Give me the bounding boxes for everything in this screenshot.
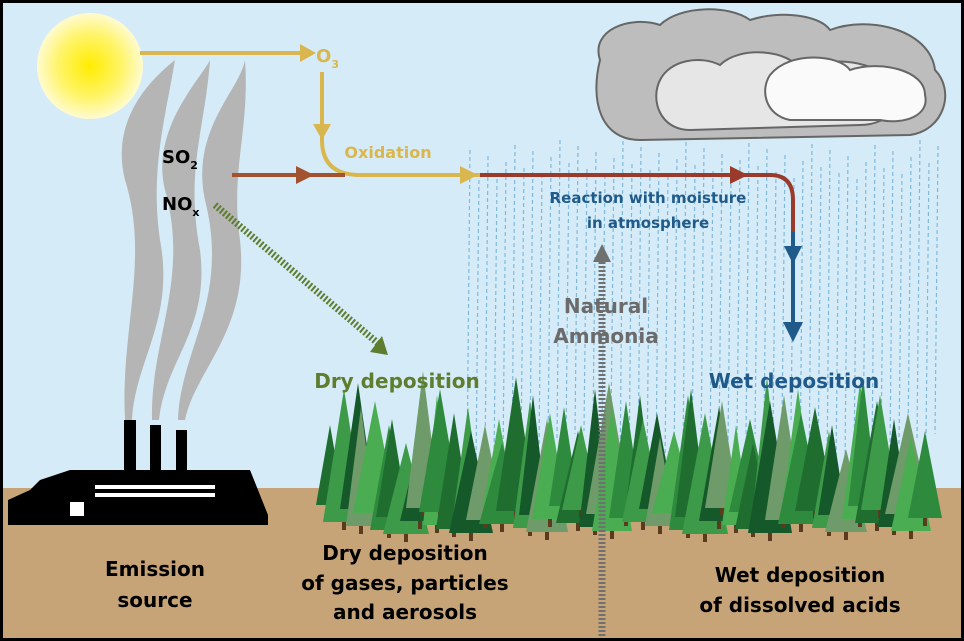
so2-label: SO2 (162, 147, 198, 172)
rain-drop (925, 162, 930, 438)
tree-trunk (717, 521, 721, 529)
rain-drop (637, 146, 642, 474)
tree-trunk (768, 533, 772, 541)
rain-drop (619, 140, 624, 480)
rain-drop (484, 155, 489, 465)
dry-deposition-label: Dry deposition (314, 369, 480, 393)
reaction-label: in atmosphere (587, 214, 709, 232)
dry-bottom-label: Dry deposition (322, 541, 488, 565)
wet-bottom-label: Wet deposition (715, 563, 886, 587)
wet-bottom-label: of dissolved acids (699, 593, 900, 617)
rain-drop (898, 173, 903, 447)
rain-drop (781, 154, 786, 426)
rain-drop (826, 149, 831, 471)
rain-drop (502, 161, 507, 459)
factory-windows (70, 485, 215, 516)
rain-drop (736, 159, 741, 441)
arrows (140, 51, 795, 640)
tree-trunk (500, 524, 504, 532)
rain-drop (655, 152, 660, 468)
dry-bottom-label: of gases, particles (301, 571, 508, 595)
so2-label-sub: 2 (190, 159, 198, 172)
so2-label-base: SO (162, 147, 190, 168)
tree-trunk (404, 534, 408, 542)
ammonia-label: Natural (564, 294, 648, 318)
rain-drop (529, 150, 534, 450)
tree-trunk (909, 531, 913, 539)
rain-drop (889, 150, 894, 450)
rain-drop (700, 147, 705, 453)
plumes (121, 60, 246, 420)
emission-label: Emission (105, 557, 205, 581)
o3-label-base: O (316, 46, 331, 67)
emission-label: source (117, 588, 192, 612)
arrow-heads (296, 44, 803, 355)
rain-drop (646, 169, 651, 471)
rain-drop (754, 165, 759, 435)
dry-bottom-label: and aerosols (333, 600, 477, 624)
rain-drop (835, 172, 840, 468)
tree-trunk (418, 521, 422, 529)
tree-trunk (576, 523, 580, 531)
rain-drop (709, 170, 714, 450)
rain-drop (475, 172, 480, 468)
rain-drop (772, 171, 777, 429)
nox-label-base: NO (162, 194, 192, 215)
rain-drop (547, 156, 552, 444)
tree (908, 431, 942, 518)
rain-drop (880, 167, 885, 453)
reaction-label: Reaction with moisture (550, 189, 747, 207)
forest (316, 371, 942, 542)
tree-trunk (799, 524, 803, 532)
rain-drop (574, 145, 579, 435)
wet-deposition-label: Wet deposition (709, 369, 880, 393)
oxidation-label: Oxidation (344, 143, 431, 162)
tree-trunk (342, 522, 346, 530)
rain-drop (520, 167, 525, 453)
sun (37, 13, 143, 119)
tree-trunk (610, 531, 614, 539)
o3-label: O3 (316, 46, 339, 71)
nox-label: NOx (162, 194, 199, 219)
o3-label-sub: 3 (331, 58, 339, 71)
tree-trunk (703, 534, 707, 542)
rain-drop (538, 173, 543, 447)
rain-drop (727, 176, 732, 444)
rain-drop (628, 163, 633, 477)
rain-drop (583, 168, 588, 432)
rain-drop (610, 157, 615, 423)
rain-drop (907, 156, 912, 444)
tree-trunk (658, 526, 662, 534)
tree-trunk (545, 532, 549, 540)
rain-drop (763, 148, 768, 432)
tree-trunk (359, 526, 363, 534)
rain-drop (934, 145, 939, 435)
tree-trunk (548, 519, 552, 527)
rain-drop (664, 175, 669, 465)
rain-drop (916, 139, 921, 441)
rain-drop (682, 141, 687, 459)
tree-trunk (641, 522, 645, 530)
clouds (595, 8, 947, 142)
tree-trunk (844, 532, 848, 540)
rain-drop (673, 158, 678, 462)
nox-label-sub: x (192, 206, 199, 219)
ammonia-label: Ammonia (553, 324, 659, 348)
rain-drop (556, 139, 561, 441)
tree-trunk (923, 518, 927, 526)
tree-trunk (875, 523, 879, 531)
rain-drop (871, 144, 876, 456)
tree-trunk (720, 508, 724, 516)
rain-drop (808, 143, 813, 477)
rain-drop (565, 162, 570, 438)
rain-drop (844, 155, 849, 465)
tree-trunk (469, 533, 473, 541)
rain-drop (817, 166, 822, 474)
rain-drop (493, 178, 498, 462)
rain-drop (853, 178, 858, 462)
rain-drop (511, 144, 516, 456)
rain-drop (745, 142, 750, 438)
